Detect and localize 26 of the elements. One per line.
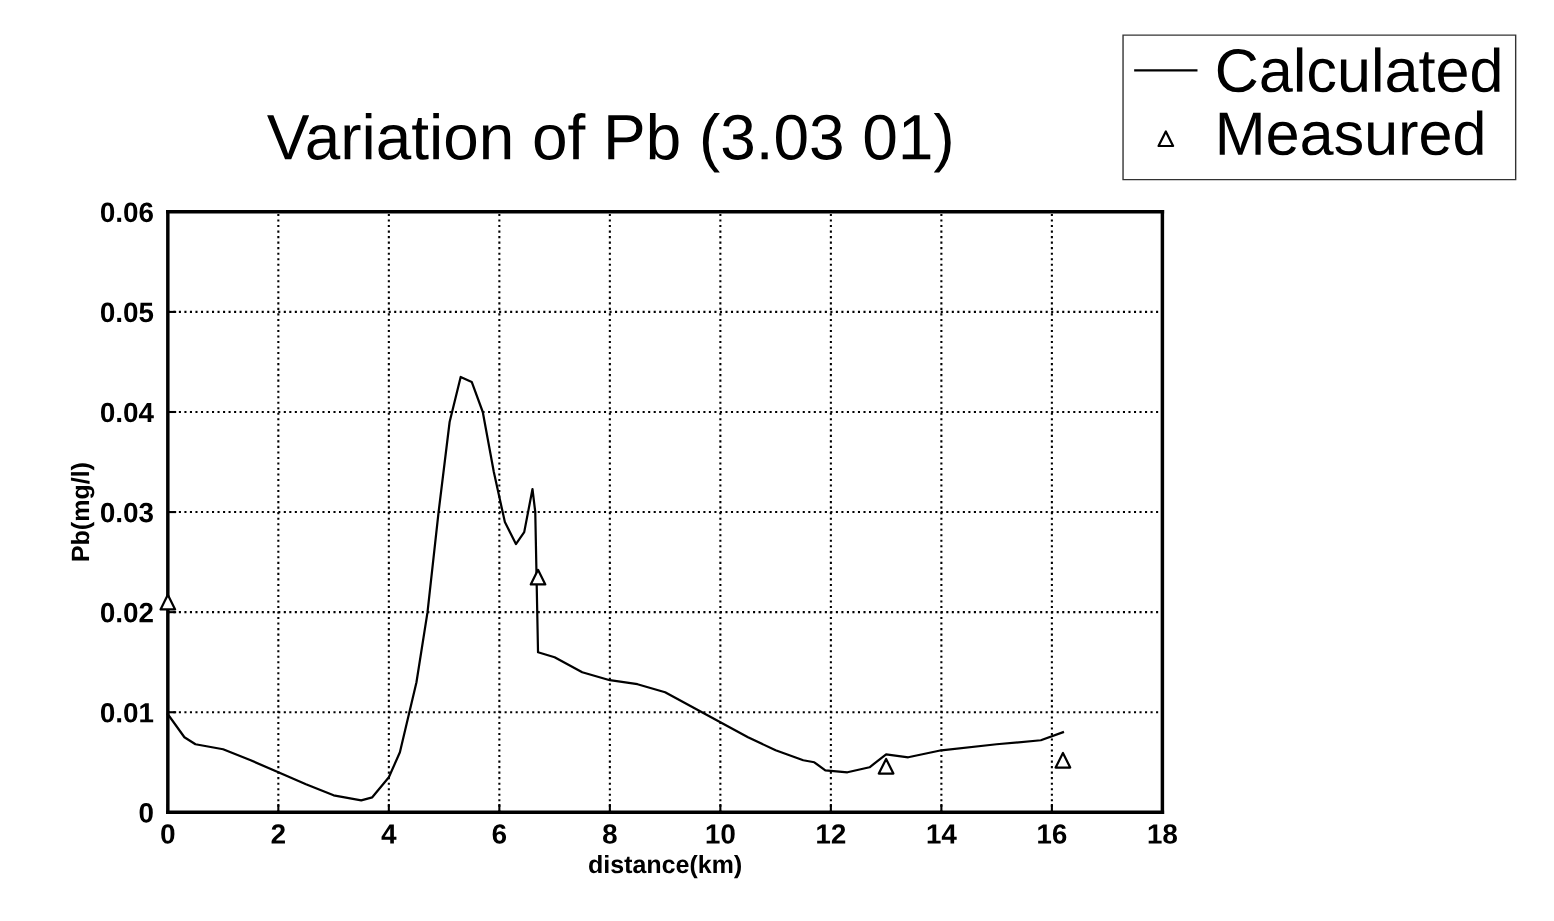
point — [159, 593, 177, 611]
y-tick-label: 0 — [139, 802, 153, 823]
y-tick-label: 0.03 — [100, 502, 153, 523]
legend-label: Calculated — [1217, 47, 1500, 93]
x-tick-label: 16 — [1038, 824, 1067, 844]
y-tick-label: 0.06 — [100, 202, 153, 223]
y-axis-title: Pb(mg/l) — [70, 463, 95, 561]
x-tick-label: 10 — [706, 824, 735, 844]
x-tick-label: 4 — [381, 824, 397, 844]
x-axis-title: distance(km) — [589, 854, 741, 879]
x-tick-label: 18 — [1148, 824, 1177, 844]
y-tick-label: 0.05 — [100, 302, 154, 323]
x-tick-label: 8 — [603, 824, 617, 844]
y-tick-label: 0.04 — [100, 402, 154, 423]
legend-label: Measured — [1219, 110, 1483, 156]
chart-title: Variation of Pb (3.03 01) — [267, 112, 951, 173]
x-tick-label: 12 — [817, 824, 846, 844]
y-tick-label: 0.01 — [100, 702, 154, 723]
point — [1054, 751, 1072, 769]
point — [529, 568, 547, 586]
x-tick-label: 2 — [271, 824, 285, 844]
point — [877, 757, 895, 775]
x-tick-label: 0 — [161, 824, 175, 844]
x-tick-label: 6 — [492, 824, 507, 844]
y-tick-label: 0.02 — [100, 602, 153, 623]
x-tick-label: 14 — [927, 824, 957, 844]
